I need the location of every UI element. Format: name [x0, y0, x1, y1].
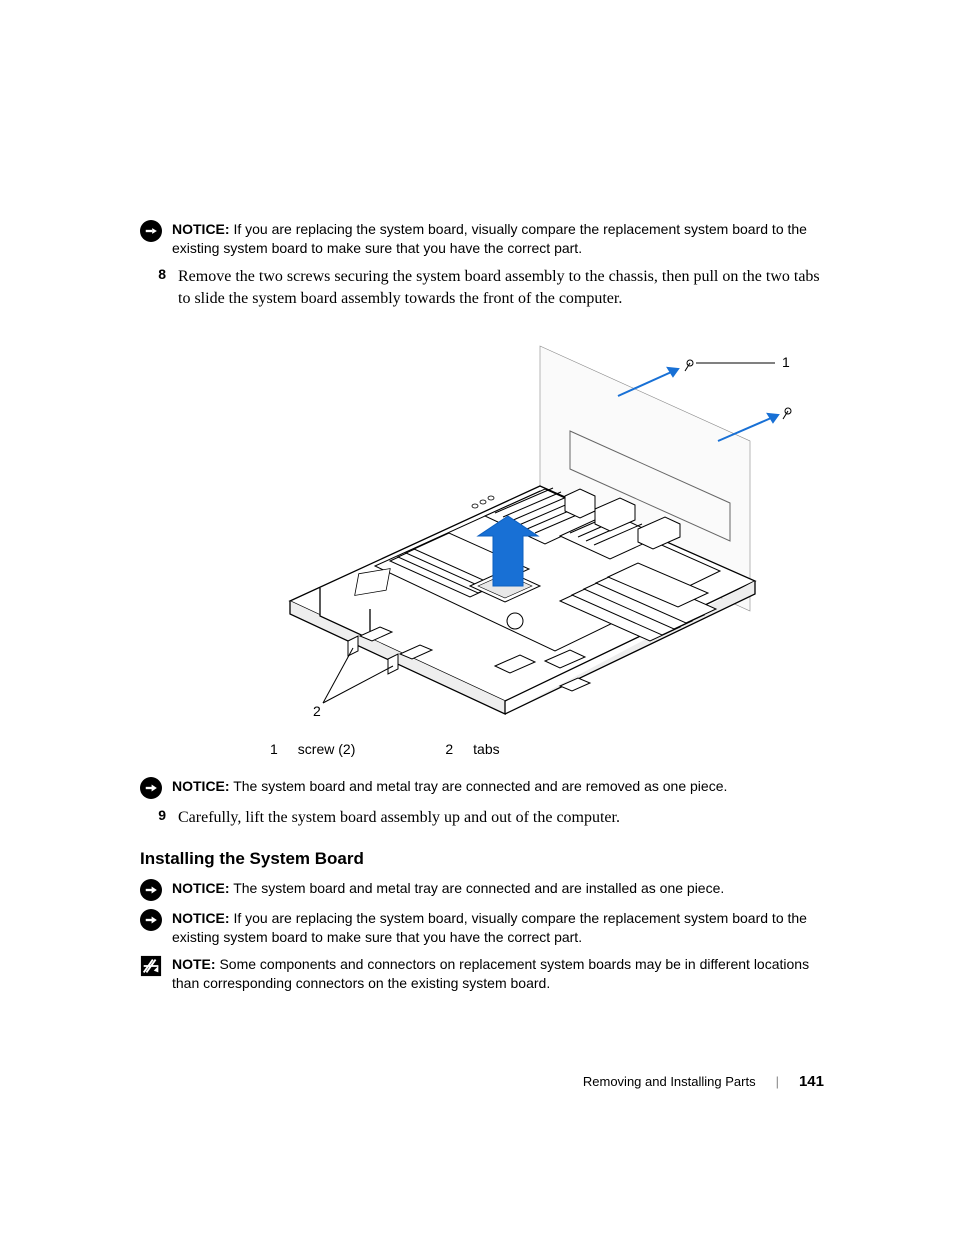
legend-2-num: 2 [445, 741, 453, 757]
figure-svg: 1 2 [260, 341, 800, 721]
notice-3-text: NOTICE: The system board and metal tray … [172, 879, 724, 898]
notice-icon [140, 879, 162, 901]
footer-page: 141 [799, 1073, 824, 1090]
figure-legend: 1 screw (2) 2 tabs [270, 741, 824, 757]
notice-4-body: If you are replacing the system board, v… [172, 910, 807, 945]
system-board-figure: 1 2 [260, 341, 800, 726]
notice-2: NOTICE: The system board and metal tray … [140, 777, 824, 799]
notice-1-body: If you are replacing the system board, v… [172, 221, 807, 256]
step-8-num: 8 [146, 266, 166, 282]
notice-4-text: NOTICE: If you are replacing the system … [172, 909, 824, 947]
notice-2-body: The system board and metal tray are conn… [233, 778, 727, 794]
step-8-body: Remove the two screws securing the syste… [178, 266, 824, 311]
notice-2-text: NOTICE: The system board and metal tray … [172, 777, 727, 796]
legend-1-num: 1 [270, 741, 278, 757]
legend-1: 1 screw (2) [270, 741, 355, 757]
notice-1-text: NOTICE: If you are replacing the system … [172, 220, 824, 258]
step-9-body: Carefully, lift the system board assembl… [178, 807, 620, 829]
note-1-body: Some components and connectors on replac… [172, 956, 809, 991]
footer-section: Removing and Installing Parts [583, 1074, 756, 1089]
notice-2-label: NOTICE: [172, 778, 230, 794]
notice-icon [140, 909, 162, 931]
footer-sep: | [776, 1074, 779, 1089]
step-9-num: 9 [146, 807, 166, 823]
notice-icon [140, 777, 162, 799]
step-9: 9 Carefully, lift the system board assem… [146, 807, 824, 829]
note-1: NOTE: Some components and connectors on … [140, 955, 824, 993]
note-1-text: NOTE: Some components and connectors on … [172, 955, 824, 993]
legend-1-text: screw (2) [298, 741, 356, 757]
notice-4: NOTICE: If you are replacing the system … [140, 909, 824, 947]
notice-1-label: NOTICE: [172, 221, 230, 237]
step-8: 8 Remove the two screws securing the sys… [146, 266, 824, 311]
manual-page: NOTICE: If you are replacing the system … [0, 0, 954, 1235]
notice-icon [140, 220, 162, 242]
notice-3-body: The system board and metal tray are conn… [233, 880, 724, 896]
page-footer: Removing and Installing Parts | 141 [583, 1073, 824, 1090]
notice-3-label: NOTICE: [172, 880, 230, 896]
notice-3: NOTICE: The system board and metal tray … [140, 879, 824, 901]
notice-1: NOTICE: If you are replacing the system … [140, 220, 824, 258]
section-heading: Installing the System Board [140, 849, 824, 869]
notice-4-label: NOTICE: [172, 910, 230, 926]
note-icon [140, 955, 162, 977]
note-1-label: NOTE: [172, 956, 216, 972]
legend-2: 2 tabs [445, 741, 499, 757]
callout-2: 2 [313, 703, 321, 719]
callout-1: 1 [782, 354, 790, 370]
legend-2-text: tabs [473, 741, 499, 757]
